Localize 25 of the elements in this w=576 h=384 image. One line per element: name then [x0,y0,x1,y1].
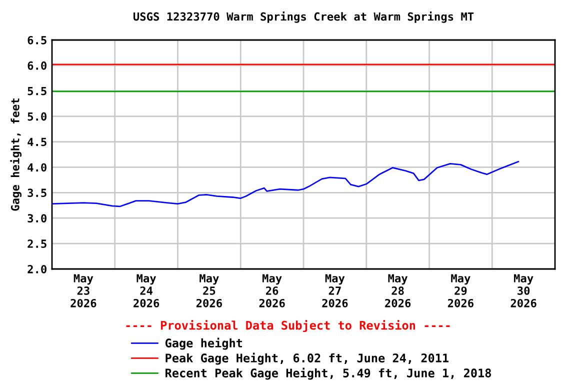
y-tick-label: 3.5 [28,188,46,198]
y-tick-label: 2.5 [28,240,46,248]
x-tick-label: May 30 2026 [510,274,536,308]
x-tick-label: May 27 2026 [322,274,348,308]
x-tick-label: May 24 2026 [134,274,160,308]
y-tick-label: 6.0 [28,61,46,70]
y-tick-label: 2.0 [28,264,46,274]
x-tick-label: May 23 2026 [70,274,96,308]
y-tick-label: 4.5 [28,138,46,146]
x-tick-label: May 29 2026 [448,274,474,308]
legend-label: Peak Gage Height, 6.02 ft, June 24, 2011 [166,352,449,365]
legend-label: Recent Peak Gage Height, 5.49 ft, June 1, 2018 [166,368,491,380]
legend-label: Gage height [165,338,242,350]
y-tick-label: 4.0 [28,163,46,172]
y-axis-title: Gage height, feet [10,98,22,211]
y-tick-label: 5.0 [28,112,46,121]
y-tick-label: 5.5 [28,87,46,96]
text: ---- Provisional Data Subject to Revision ---- [126,320,450,332]
x-tick-label: May 25 2026 [196,274,222,308]
line-series [52,160,520,208]
x-tick-label: May 26 2026 [259,274,285,308]
chart-title: USGS 12323770 Warm Springs Creek at Warm Springs MT [134,12,474,23]
x-tick-label: May 28 2026 [385,274,411,308]
y-tick-label: 3.0 [28,214,46,222]
y-tick-label: 6.5 [28,36,46,44]
